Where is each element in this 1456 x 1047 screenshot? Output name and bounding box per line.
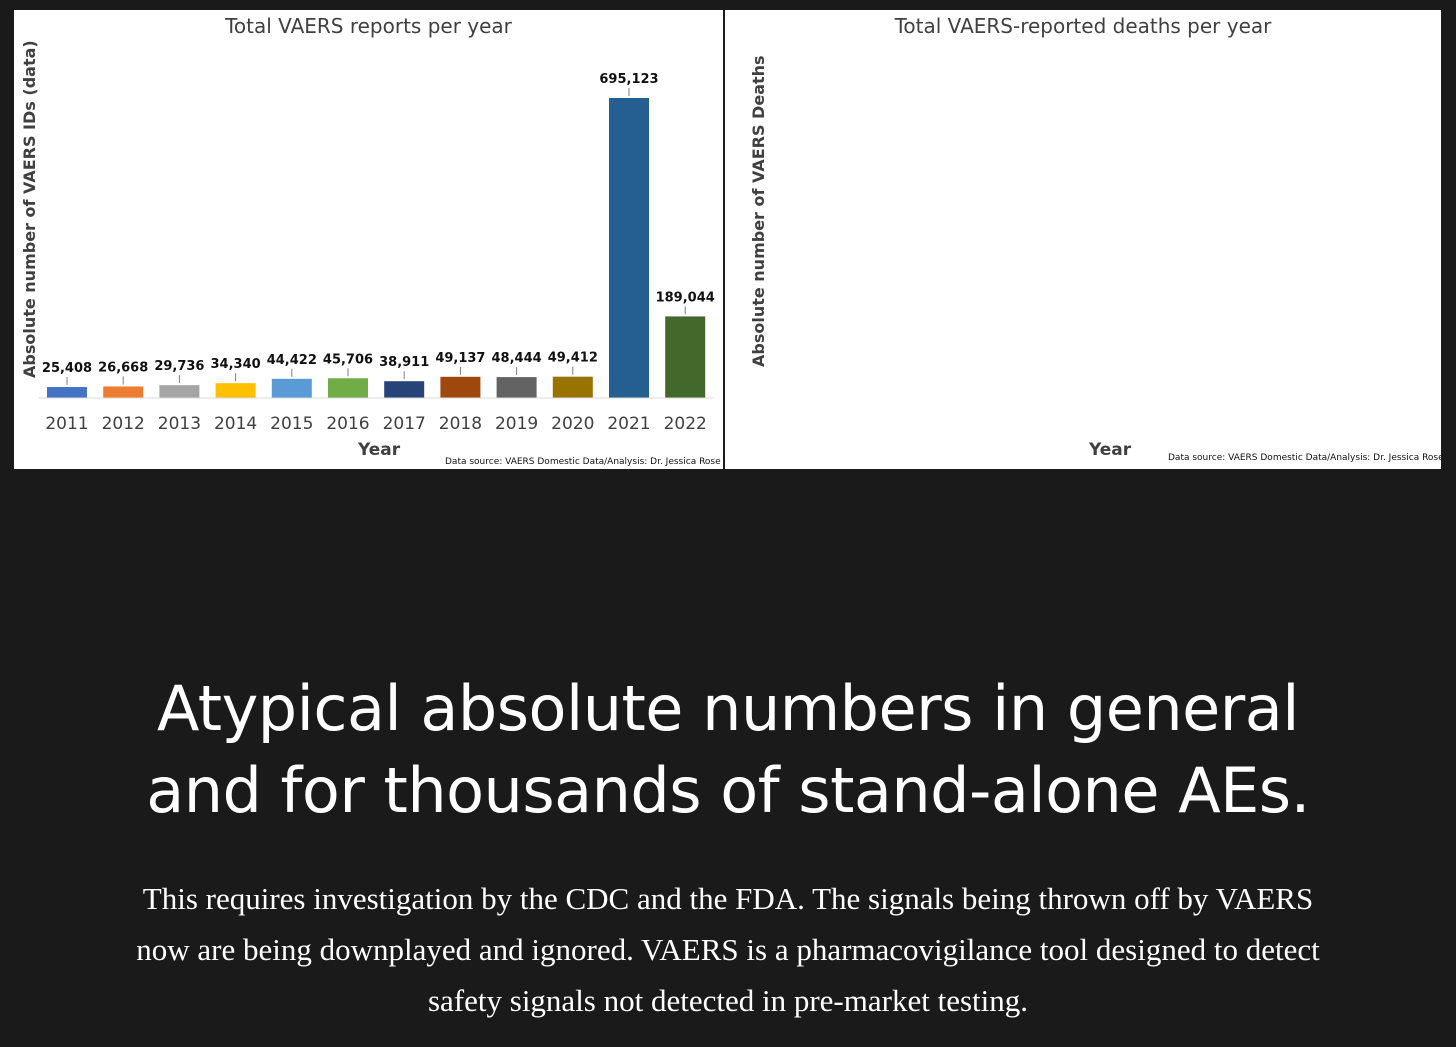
tick-label-2015: 2015	[270, 414, 313, 434]
bar-2020	[552, 376, 593, 398]
data-label-2015: 44,422	[267, 353, 317, 368]
bar-2015	[271, 378, 312, 398]
bar-2016	[328, 378, 368, 398]
charts-strip: Total VAERS reports per year Absolute nu…	[14, 10, 1444, 469]
tick-label-2014: 2014	[214, 414, 257, 434]
data-label-2017: 38,911	[379, 355, 429, 370]
chart-panel-deaths: Total VAERS-reported deaths per year Abs…	[725, 10, 1444, 469]
data-label-2016: 45,706	[323, 352, 373, 367]
tick-label-2021: 2021	[607, 414, 650, 434]
tick-label-2022: 2022	[664, 414, 707, 434]
bar-2012	[103, 386, 144, 398]
tick-label-2012: 2012	[102, 414, 145, 434]
bar-2021	[609, 98, 649, 398]
bar-2014	[215, 383, 256, 398]
body-line-3: safety signals not detected in pre-marke…	[427, 983, 1028, 1018]
tick-label-2017: 2017	[383, 414, 426, 434]
data-source-note: Data source: VAERS Domestic Data/Analysi…	[445, 457, 721, 467]
body-line-2: now are being downplayed and ignored. VA…	[136, 932, 1320, 967]
data-label-2021: 695,123	[599, 72, 658, 87]
headline-line-2: and for thousands of stand-alone AEs.	[146, 754, 1310, 827]
body-line-1: This requires investigation by the CDC a…	[142, 881, 1314, 916]
bar-2018	[440, 376, 481, 398]
tick-label-2018: 2018	[439, 414, 482, 434]
data-label-2014: 34,340	[211, 357, 261, 372]
chart-title: Total VAERS reports per year	[225, 14, 512, 38]
x-axis-label: Year	[1089, 440, 1132, 460]
chart-panel-reports: Total VAERS reports per year Absolute nu…	[14, 10, 723, 469]
bar-2017	[384, 381, 425, 398]
data-source-note: Data source: VAERS Domestic Data/Analysi…	[1168, 453, 1444, 463]
data-label-2018: 49,137	[435, 351, 485, 366]
deaths-bar-chart: 1732011166201212920131312014149201517720…	[725, 10, 1441, 469]
tick-label-2011: 2011	[45, 414, 88, 434]
bar-2019	[496, 377, 537, 398]
data-label-2022: 189,044	[656, 290, 715, 305]
data-label-2012: 26,668	[98, 360, 148, 375]
bar-2022	[665, 316, 706, 398]
reports-bar-chart: 25,408 2011 26,668 2012 29,736 2013 34,340 2014…	[38, 72, 715, 434]
headline: Atypical absolute numbers in general and…	[0, 668, 1456, 832]
x-axis-label: Year	[358, 440, 401, 460]
body-paragraph: This requires investigation by the CDC a…	[120, 873, 1336, 1026]
data-label-2013: 29,736	[154, 359, 204, 374]
tick-label-2016: 2016	[326, 414, 369, 434]
data-label-2020: 49,412	[548, 351, 598, 366]
bar-2011	[47, 387, 87, 398]
data-label-2011: 25,408	[42, 361, 92, 376]
tick-label-2020: 2020	[551, 414, 594, 434]
data-label-2019: 48,444	[492, 351, 542, 366]
tick-label-2019: 2019	[495, 414, 538, 434]
tick-label-2013: 2013	[158, 414, 201, 434]
headline-line-1: Atypical absolute numbers in general	[156, 672, 1300, 745]
bar-2013	[159, 385, 200, 398]
chart-title: Total VAERS-reported deaths per year	[894, 14, 1272, 38]
